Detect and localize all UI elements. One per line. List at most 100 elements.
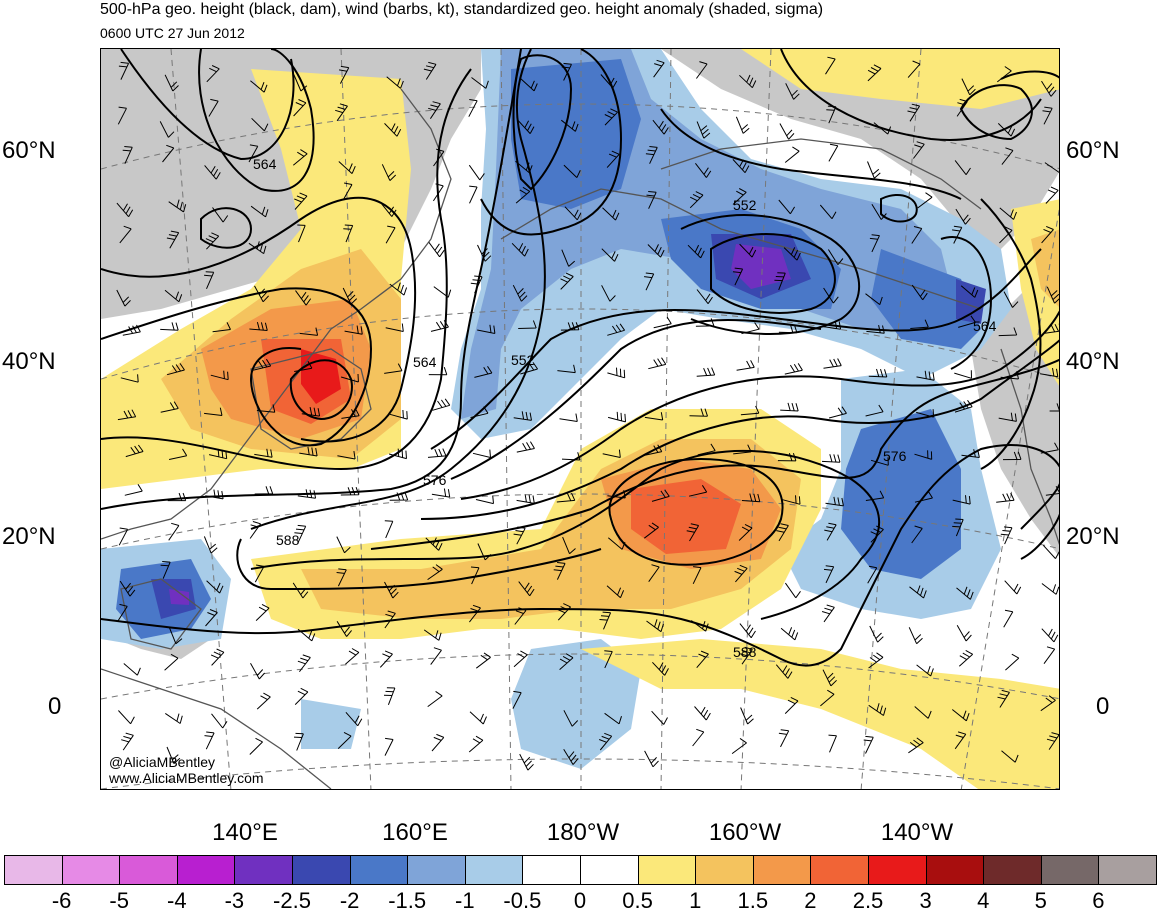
wind-barb	[741, 493, 761, 503]
wind-barb	[383, 687, 396, 705]
wind-barb	[908, 737, 924, 754]
wind-barb	[470, 275, 483, 294]
lon-label: 140°W	[880, 819, 954, 846]
wind-barb	[212, 322, 231, 333]
wind-barb	[997, 123, 1016, 137]
wind-barb	[696, 650, 709, 669]
wind-barb	[652, 661, 669, 676]
wind-barb	[780, 402, 799, 412]
wind-barb	[907, 103, 921, 122]
wind-barb	[292, 149, 308, 166]
wind-barb	[601, 248, 619, 262]
wind-barb	[652, 119, 669, 135]
wind-barb	[604, 108, 618, 126]
wind-barb	[607, 411, 626, 423]
wind-barb	[1000, 371, 1019, 380]
wind-barb	[380, 202, 397, 217]
wind-barb	[819, 204, 837, 220]
wind-barb	[869, 625, 884, 643]
colorbar-label: -2	[339, 888, 360, 913]
colorbar-label: 6	[1092, 888, 1105, 913]
wind-barb	[389, 282, 408, 296]
wind-barb	[561, 249, 576, 267]
wind-barb	[164, 74, 179, 92]
wind-barb	[337, 451, 356, 460]
colorbar-label: 0	[573, 888, 587, 913]
wind-barb	[910, 319, 929, 329]
wind-barb	[1041, 628, 1059, 643]
wind-barb	[520, 362, 539, 375]
wind-barb	[1041, 583, 1059, 595]
wind-barb	[297, 654, 311, 673]
wind-barb	[865, 404, 884, 417]
wind-barb	[206, 580, 224, 594]
wind-barb	[477, 324, 496, 334]
wind-barb	[345, 711, 363, 727]
colorbar-swatch	[292, 855, 351, 885]
wind-barb	[916, 664, 934, 677]
map-timestamp: 0600 UTC 27 Jun 2012	[100, 25, 245, 41]
wind-barb	[1044, 162, 1059, 173]
wind-barb	[784, 696, 799, 714]
wind-barb	[562, 536, 576, 555]
wind-barb	[867, 565, 878, 584]
wind-barb	[256, 404, 276, 413]
wind-barb	[827, 249, 844, 266]
wind-barb	[1002, 451, 1022, 461]
wind-barb	[204, 165, 221, 180]
wind-barb	[427, 690, 443, 708]
contour-label: 552	[511, 352, 535, 368]
colorbar-swatch	[234, 855, 293, 885]
colorbar-swatch	[983, 855, 1042, 885]
wind-barb	[828, 734, 837, 753]
wind-barb	[118, 527, 129, 546]
colorbar-label: 0.5	[622, 888, 653, 913]
wind-barb	[385, 225, 396, 244]
wind-barb	[998, 327, 1018, 337]
wind-barb	[256, 692, 271, 710]
wind-barb	[121, 732, 134, 751]
wind-barb	[738, 523, 753, 541]
wind-barb	[425, 537, 443, 551]
watermark-url: www.AliciaMBentley.com	[108, 770, 264, 786]
wind-barb	[873, 122, 892, 135]
wind-barb	[553, 562, 566, 580]
wind-barb	[428, 101, 441, 119]
wind-barb	[468, 735, 484, 753]
wind-barb	[559, 653, 574, 670]
wind-barb	[556, 492, 576, 503]
wind-barb	[427, 448, 447, 458]
wind-barb	[124, 484, 143, 496]
wind-barb	[1044, 323, 1059, 334]
wind-barb	[1005, 653, 1020, 671]
wind-barb	[336, 568, 347, 587]
wind-barb	[606, 150, 620, 168]
wind-barb	[954, 160, 971, 176]
wind-barb	[423, 61, 437, 80]
wind-barb	[606, 585, 625, 599]
wind-barb	[254, 448, 273, 458]
wind-barb	[205, 489, 224, 500]
lat-label-right: 40°N	[1066, 348, 1120, 375]
wind-barb	[118, 710, 135, 725]
colorbar-swatch	[4, 855, 63, 885]
wind-barb	[998, 412, 1017, 422]
wind-barb	[432, 183, 444, 202]
wind-barb	[205, 609, 218, 627]
wind-barb	[695, 61, 708, 79]
wind-barb	[515, 186, 531, 204]
wind-barb	[961, 78, 976, 96]
wind-barb	[1040, 695, 1056, 712]
wind-barb	[294, 524, 307, 543]
wind-barb	[825, 496, 844, 507]
wind-barb	[956, 625, 972, 642]
wind-barb	[468, 164, 485, 181]
wind-barb	[512, 284, 528, 302]
wind-barb	[696, 121, 711, 139]
wind-barb	[911, 226, 923, 244]
wind-barb	[646, 191, 657, 209]
watermark-handle: @AliciaMBentley	[109, 754, 215, 770]
wind-barb	[1003, 609, 1014, 628]
wind-barb	[865, 490, 885, 501]
wind-barb	[206, 65, 220, 83]
